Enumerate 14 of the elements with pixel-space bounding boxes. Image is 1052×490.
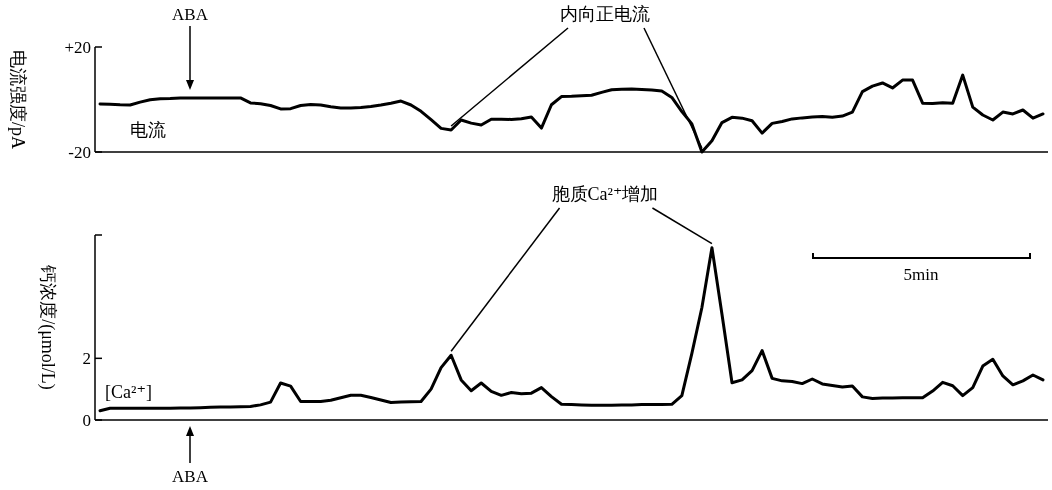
line-series — [98, 246, 1045, 413]
annotation: 电流 — [130, 120, 166, 140]
text: ABA — [172, 467, 209, 486]
y-tick-label: +20 — [64, 38, 91, 57]
y-tick-label: -20 — [68, 143, 91, 162]
text: 胞质Ca²⁺增加 — [551, 184, 659, 204]
text: 内向正电流 — [560, 4, 650, 24]
text: ABA — [172, 5, 209, 24]
annotation: [Ca²⁺] — [105, 382, 152, 402]
y-axis-title: 钙浓度/(μmol/L) — [37, 264, 58, 390]
y-axis-title: 电流强度/pA — [8, 50, 28, 149]
y-tick-label: 2 — [82, 349, 91, 369]
annotation: 5min — [903, 265, 939, 284]
y-tick-label: 0 — [82, 411, 91, 430]
